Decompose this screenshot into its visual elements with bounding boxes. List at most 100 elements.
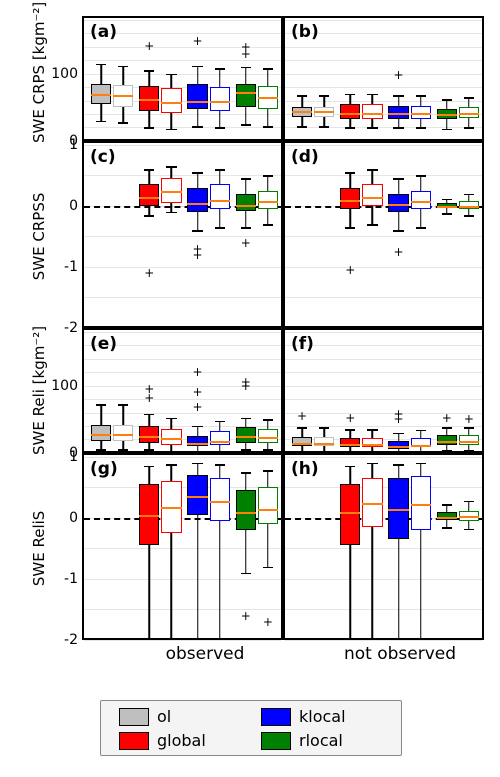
box [437, 143, 457, 326]
flier-marker: + [241, 237, 251, 249]
box [340, 455, 360, 638]
legend-item-ol: ol [119, 707, 171, 726]
box: + [258, 455, 278, 638]
box: + [139, 18, 159, 139]
flier-marker: + [144, 40, 154, 52]
flier-marker: + [241, 48, 251, 60]
panel-reli-observed: (e)0100SWE Reli [kgm⁻²]+++++++ [82, 328, 283, 453]
box [314, 330, 334, 451]
box [210, 143, 230, 326]
box [314, 18, 334, 139]
flier-marker: + [263, 616, 273, 628]
box: + [388, 143, 408, 326]
box [459, 455, 479, 638]
box [91, 330, 111, 451]
box: + [187, 18, 207, 139]
flier-marker: + [192, 366, 202, 378]
box: ++ [139, 330, 159, 451]
box [161, 18, 181, 139]
box: + [459, 330, 479, 451]
ytick: -1 [64, 259, 78, 275]
box: ++ [187, 143, 207, 326]
flier-marker: + [393, 408, 403, 420]
box [187, 455, 207, 638]
box [258, 330, 278, 451]
ytick: 0 [69, 510, 78, 526]
panel-grid: (a)0100SWE CRPS [kgm⁻²]++++(b)+(c)-2-101… [82, 16, 484, 640]
flier-marker: + [345, 264, 355, 276]
panel-crpss-observed: (c)-2-101SWE CRPSS++++ [82, 141, 283, 328]
box [362, 330, 382, 451]
flier-marker: + [393, 69, 403, 81]
ytick: 100 [51, 378, 78, 394]
box [210, 455, 230, 638]
panel-relis-observed: (g)-2-101SWE ReliS++ [82, 453, 283, 640]
box: + [139, 143, 159, 326]
box [411, 18, 431, 139]
box [161, 455, 181, 638]
flier-marker: + [241, 610, 251, 622]
ylabel: SWE CRPSS [30, 143, 48, 330]
ytick: -1 [64, 571, 78, 587]
panel-crps-observed: (a)0100SWE CRPS [kgm⁻²]++++ [82, 16, 283, 141]
flier-marker: + [192, 401, 202, 413]
box [362, 455, 382, 638]
flier-marker: + [144, 383, 154, 395]
box: + [437, 330, 457, 451]
flier-marker: + [192, 35, 202, 47]
box [362, 18, 382, 139]
box: + [340, 143, 360, 326]
box [113, 18, 133, 139]
legend-swatch-klocal [261, 708, 291, 726]
ylabel: SWE CRPS [kgm⁻²] [30, 18, 48, 143]
box [437, 455, 457, 638]
legend-item-global: global [119, 731, 206, 750]
box: ++ [388, 330, 408, 451]
box: + [340, 330, 360, 451]
box [210, 330, 230, 451]
flier-marker: + [297, 410, 307, 422]
flier-marker: + [393, 246, 403, 258]
legend-item-rlocal: rlocal [261, 731, 343, 750]
box [161, 143, 181, 326]
legend-label-global: global [157, 731, 206, 750]
box: + [292, 330, 312, 451]
box: +++ [187, 330, 207, 451]
legend-swatch-global [119, 732, 149, 750]
box [292, 18, 312, 139]
legend-label-rlocal: rlocal [299, 731, 343, 750]
box [411, 330, 431, 451]
box [388, 455, 408, 638]
box [437, 18, 457, 139]
flier-marker: + [464, 413, 474, 425]
legend-label-klocal: klocal [299, 707, 346, 726]
box: + [236, 455, 256, 638]
box: + [388, 18, 408, 139]
box [258, 18, 278, 139]
box [113, 330, 133, 451]
box [411, 455, 431, 638]
box [459, 143, 479, 326]
ytick: 1 [69, 449, 78, 465]
ytick: 100 [51, 66, 78, 82]
panel-reli-not_observed: (f)++++++ [283, 328, 484, 453]
ytick: -2 [64, 632, 78, 648]
box [91, 18, 111, 139]
flier-marker: + [192, 249, 202, 261]
col-label-observed: observed [130, 644, 280, 664]
legend: ol global klocal rlocal [100, 700, 402, 756]
panel-label: (g) [90, 459, 118, 479]
panel-crps-not_observed: (b)+ [283, 16, 484, 141]
ylabel: SWE ReliS [30, 455, 48, 642]
panel-label: (h) [291, 459, 319, 479]
figure: (a)0100SWE CRPS [kgm⁻²]++++(b)+(c)-2-101… [0, 0, 500, 777]
ytick: 0 [69, 198, 78, 214]
flier-marker: + [345, 412, 355, 424]
flier-marker: + [442, 412, 452, 424]
ytick: -2 [64, 320, 78, 336]
legend-swatch-rlocal [261, 732, 291, 750]
box [459, 18, 479, 139]
legend-label-ol: ol [157, 707, 171, 726]
panel-relis-not_observed: (h) [283, 453, 484, 640]
panel-label: (d) [291, 147, 319, 167]
